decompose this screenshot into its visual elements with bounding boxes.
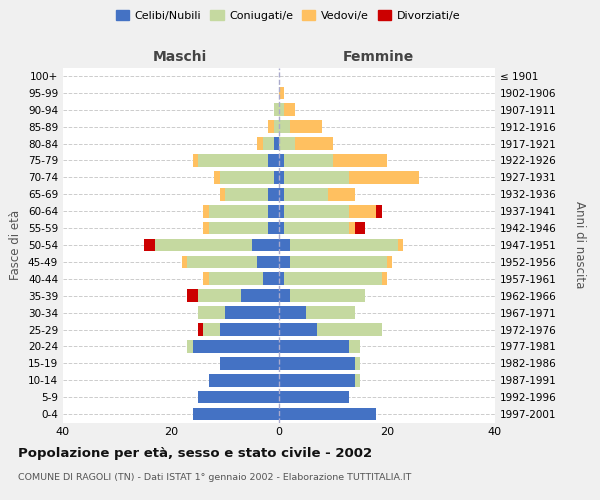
Bar: [193, 340, 279, 353]
Bar: [220, 171, 274, 183]
Bar: [279, 391, 349, 404]
Bar: [279, 188, 284, 200]
Bar: [284, 222, 349, 234]
Bar: [387, 256, 392, 268]
Bar: [279, 256, 290, 268]
Bar: [203, 205, 209, 218]
Bar: [263, 137, 274, 150]
Legend: Celibi/Nubili, Coniugati/e, Vedovi/e, Divorziati/e: Celibi/Nubili, Coniugati/e, Vedovi/e, Di…: [112, 6, 464, 25]
Bar: [382, 272, 387, 285]
Bar: [290, 256, 387, 268]
Bar: [279, 238, 290, 252]
Bar: [187, 290, 198, 302]
Bar: [241, 290, 279, 302]
Bar: [290, 290, 365, 302]
Bar: [279, 306, 306, 319]
Bar: [209, 272, 263, 285]
Bar: [279, 104, 284, 116]
Bar: [144, 238, 155, 252]
Bar: [209, 222, 268, 234]
Bar: [279, 171, 284, 183]
Text: Popolazione per età, sesso e stato civile - 2002: Popolazione per età, sesso e stato civil…: [18, 448, 372, 460]
Bar: [198, 391, 279, 404]
Bar: [268, 222, 279, 234]
Bar: [333, 154, 387, 167]
Bar: [355, 222, 365, 234]
Text: COMUNE DI RAGOLI (TN) - Dati ISTAT 1° gennaio 2002 - Elaborazione TUTTITALIA.IT: COMUNE DI RAGOLI (TN) - Dati ISTAT 1° ge…: [18, 472, 412, 482]
Text: Maschi: Maschi: [152, 50, 207, 64]
Bar: [279, 290, 290, 302]
Bar: [198, 290, 241, 302]
Bar: [268, 120, 274, 133]
Bar: [398, 238, 403, 252]
Bar: [203, 272, 209, 285]
Bar: [252, 238, 279, 252]
Bar: [209, 374, 279, 386]
Bar: [349, 171, 419, 183]
Bar: [274, 120, 279, 133]
Bar: [198, 154, 268, 167]
Bar: [279, 272, 284, 285]
Bar: [279, 120, 290, 133]
Bar: [203, 222, 209, 234]
Bar: [279, 205, 284, 218]
Bar: [317, 323, 382, 336]
Bar: [274, 104, 279, 116]
Bar: [220, 323, 279, 336]
Bar: [284, 154, 333, 167]
Bar: [268, 188, 279, 200]
Bar: [193, 408, 279, 420]
Bar: [225, 188, 268, 200]
Bar: [198, 306, 225, 319]
Bar: [284, 272, 382, 285]
Bar: [155, 238, 252, 252]
Bar: [349, 340, 360, 353]
Bar: [279, 222, 284, 234]
Bar: [349, 222, 355, 234]
Bar: [284, 205, 349, 218]
Bar: [306, 306, 355, 319]
Bar: [187, 340, 193, 353]
Bar: [209, 205, 268, 218]
Bar: [284, 188, 328, 200]
Y-axis label: Fasce di età: Fasce di età: [10, 210, 22, 280]
Bar: [268, 205, 279, 218]
Bar: [284, 171, 349, 183]
Bar: [284, 104, 295, 116]
Bar: [225, 306, 279, 319]
Bar: [214, 171, 220, 183]
Bar: [268, 154, 279, 167]
Bar: [279, 408, 376, 420]
Bar: [187, 256, 257, 268]
Bar: [279, 137, 295, 150]
Bar: [295, 137, 333, 150]
Bar: [257, 137, 263, 150]
Bar: [274, 137, 279, 150]
Text: Femmine: Femmine: [343, 50, 414, 64]
Y-axis label: Anni di nascita: Anni di nascita: [573, 202, 586, 288]
Bar: [328, 188, 355, 200]
Bar: [279, 357, 355, 370]
Bar: [355, 357, 360, 370]
Bar: [290, 238, 398, 252]
Bar: [203, 323, 220, 336]
Bar: [220, 357, 279, 370]
Bar: [279, 374, 355, 386]
Bar: [279, 154, 284, 167]
Bar: [193, 154, 198, 167]
Bar: [376, 205, 382, 218]
Bar: [263, 272, 279, 285]
Bar: [257, 256, 279, 268]
Bar: [290, 120, 322, 133]
Bar: [220, 188, 225, 200]
Bar: [279, 340, 349, 353]
Bar: [279, 323, 317, 336]
Bar: [274, 171, 279, 183]
Bar: [198, 323, 203, 336]
Bar: [355, 374, 360, 386]
Bar: [349, 205, 376, 218]
Bar: [279, 86, 284, 99]
Bar: [182, 256, 187, 268]
